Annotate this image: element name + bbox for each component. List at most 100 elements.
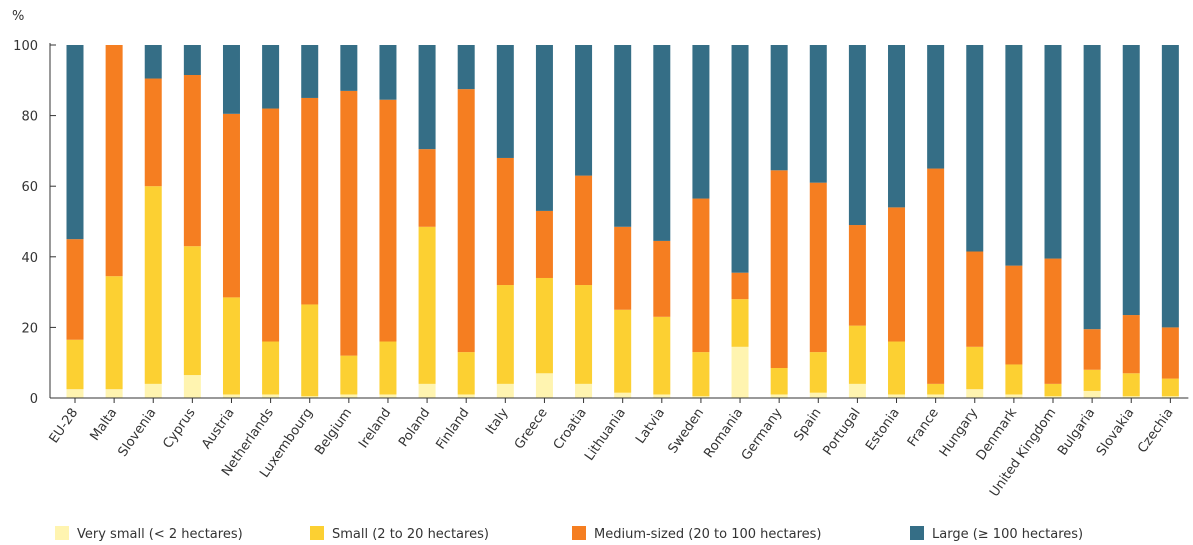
- legend-label: Medium-sized (20 to 100 hectares): [594, 527, 822, 542]
- bar-segment: [340, 45, 358, 91]
- bar-segment: [1005, 364, 1023, 395]
- legend-swatch: [572, 526, 586, 540]
- bar-segment: [379, 394, 397, 398]
- bar-segment: [418, 226, 436, 384]
- bar-segment: [1005, 265, 1023, 365]
- bar-segment: [848, 225, 866, 326]
- bar-segment: [966, 45, 984, 252]
- x-category-label: Latvia: [633, 406, 668, 447]
- bar-segment: [496, 45, 514, 158]
- x-category-label: Malta: [88, 406, 121, 444]
- bar-segment: [809, 182, 827, 353]
- bar-segment: [888, 45, 906, 208]
- bar-segment: [770, 170, 788, 368]
- bar-segment: [1083, 369, 1101, 391]
- x-category-label: Greece: [512, 406, 551, 453]
- bar-segment: [888, 394, 906, 398]
- bar-segment: [301, 396, 319, 398]
- bar-segment: [222, 45, 240, 114]
- legend-label: Very small (< 2 hectares): [77, 527, 243, 542]
- bar-segment: [183, 375, 201, 398]
- bar-segment: [262, 341, 280, 395]
- bar-segment: [1122, 373, 1140, 397]
- bar-segment: [418, 45, 436, 150]
- bar-segment: [1161, 396, 1179, 398]
- bar-segment: [457, 394, 475, 398]
- bar-segment: [770, 367, 788, 395]
- y-tick-label: 20: [21, 321, 38, 336]
- bar-segment: [809, 352, 827, 393]
- bar-segment: [301, 97, 319, 305]
- x-category-label: Slovenia: [115, 406, 159, 460]
- bar-segment: [575, 45, 593, 176]
- bar-segment: [418, 149, 436, 227]
- bar-segment: [222, 297, 240, 395]
- bar-segment: [888, 341, 906, 395]
- bar-segment: [575, 285, 593, 384]
- bars: [66, 45, 1179, 398]
- y-axis: 100 80 60 40 20 0: [13, 39, 56, 407]
- bar-segment: [614, 309, 632, 393]
- bar-segment: [1044, 396, 1062, 398]
- bar-segment: [966, 251, 984, 347]
- bar-segment: [575, 175, 593, 286]
- bar-segment: [848, 325, 866, 384]
- y-axis-unit-label: %: [12, 9, 24, 24]
- x-category-label: Slovakia: [1094, 406, 1138, 459]
- bar-segment: [927, 168, 945, 384]
- bar-segment: [770, 394, 788, 398]
- bar-segment: [848, 45, 866, 226]
- y-tick-label: 40: [21, 251, 38, 266]
- bar-segment: [927, 394, 945, 398]
- x-category-label: Finland: [434, 406, 473, 453]
- bar-segment: [496, 157, 514, 286]
- bar-segment: [1083, 390, 1101, 398]
- bar-segment: [340, 394, 358, 398]
- bar-segment: [262, 45, 280, 109]
- x-category-label: Portugal: [821, 406, 864, 459]
- bar-segment: [66, 45, 84, 240]
- bar-segment: [1122, 396, 1140, 398]
- bar-segment: [966, 346, 984, 390]
- y-tick-label: 0: [30, 392, 38, 407]
- x-category-label: Austria: [199, 406, 238, 452]
- bar-segment: [614, 226, 632, 310]
- bar-segment: [457, 89, 475, 353]
- bar-segment: [105, 389, 123, 398]
- legend-label: Small (2 to 20 hectares): [332, 527, 489, 542]
- bar-segment: [144, 78, 162, 187]
- y-tick-label: 100: [13, 39, 38, 54]
- bar-segment: [144, 45, 162, 79]
- bar-segment: [1083, 329, 1101, 370]
- bar-segment: [496, 285, 514, 384]
- bar-segment: [1005, 394, 1023, 398]
- bar-segment: [340, 355, 358, 395]
- bar-segment: [66, 239, 84, 340]
- bar-segment: [66, 389, 84, 398]
- bar-segment: [653, 240, 671, 317]
- bar-segment: [731, 346, 749, 398]
- bar-segment: [183, 246, 201, 376]
- bar-segment: [105, 45, 123, 277]
- bar-segment: [653, 394, 671, 398]
- x-category-label: Cyprus: [160, 406, 198, 452]
- bar-segment: [653, 316, 671, 395]
- bar-segment: [535, 210, 553, 278]
- bar-segment: [144, 383, 162, 398]
- bar-segment: [340, 90, 358, 356]
- legend-swatch: [910, 526, 924, 540]
- bar-segment: [222, 394, 240, 398]
- bar-segment: [809, 45, 827, 183]
- bar-segment: [1044, 258, 1062, 384]
- bar-segment: [66, 339, 84, 390]
- bar-segment: [1005, 45, 1023, 266]
- bar-segment: [496, 383, 514, 398]
- bar-segment: [1161, 327, 1179, 379]
- bar-segment: [301, 45, 319, 98]
- bar-segment: [457, 45, 475, 90]
- bar-segment: [927, 383, 945, 395]
- bar-segment: [379, 45, 397, 100]
- bar-segment: [105, 276, 123, 390]
- bar-segment: [731, 299, 749, 347]
